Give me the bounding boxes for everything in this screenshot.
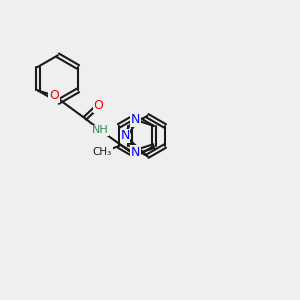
Text: CH₃: CH₃	[93, 147, 112, 157]
Text: NH: NH	[92, 125, 109, 135]
Text: O: O	[93, 99, 103, 112]
Text: O: O	[49, 89, 59, 102]
Text: N: N	[131, 146, 140, 158]
Text: N: N	[121, 130, 130, 142]
Text: N: N	[131, 113, 140, 126]
